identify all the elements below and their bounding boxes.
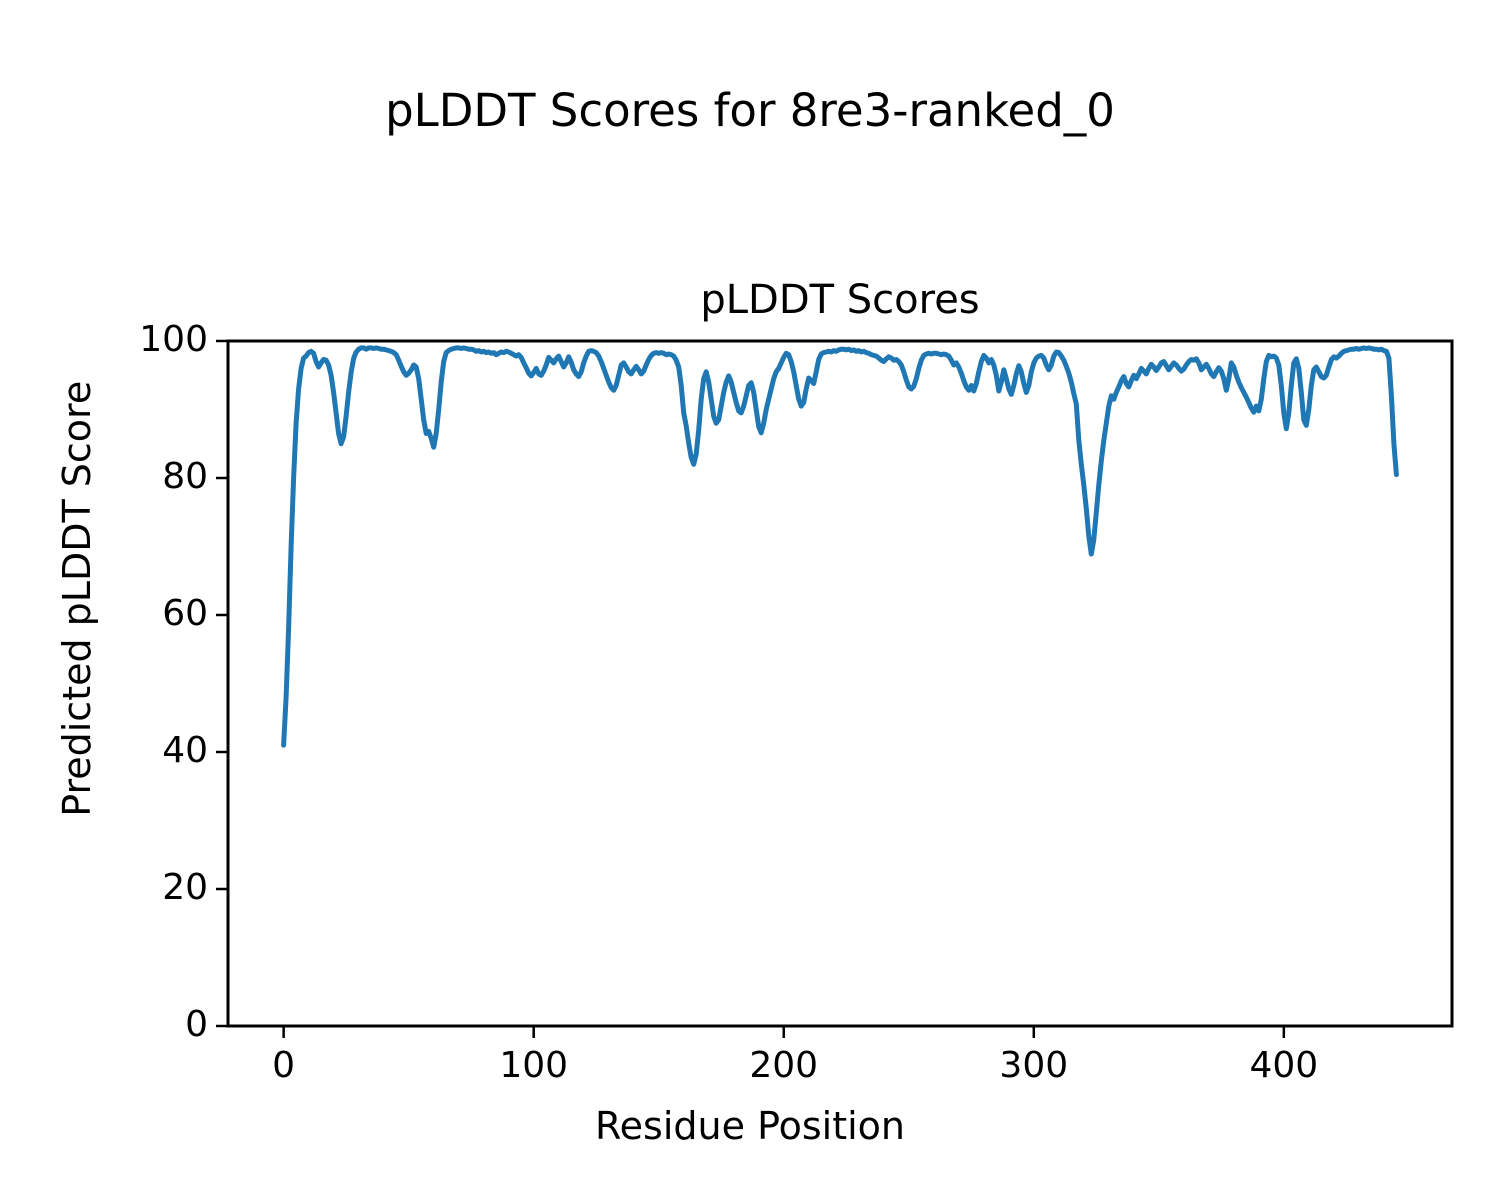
ytick-label: 40 (162, 730, 208, 771)
figure-title: pLDDT Scores for 8re3-ranked_0 (385, 84, 1115, 137)
axis-tick-marks (216, 339, 1286, 1038)
ytick-label: 100 (139, 319, 208, 360)
xtick-label: 300 (999, 1045, 1069, 1086)
ytick-label: 60 (162, 593, 208, 634)
xtick-label: 400 (1249, 1045, 1319, 1086)
xtick-label: 0 (272, 1045, 296, 1086)
xtick-label: 200 (749, 1045, 819, 1086)
x-axis-label: Residue Position (594, 1104, 906, 1148)
y-axis-label: Predicted pLDDT Score (55, 380, 100, 817)
plddt-line-series (281, 345, 1399, 748)
axes-frame (226, 339, 1454, 1028)
axes-title: pLDDT Scores (700, 277, 980, 323)
ytick-label: 0 (185, 1004, 208, 1045)
xtick-label: 100 (499, 1045, 569, 1086)
ytick-label: 80 (162, 456, 208, 497)
ytick-label: 20 (162, 867, 208, 908)
